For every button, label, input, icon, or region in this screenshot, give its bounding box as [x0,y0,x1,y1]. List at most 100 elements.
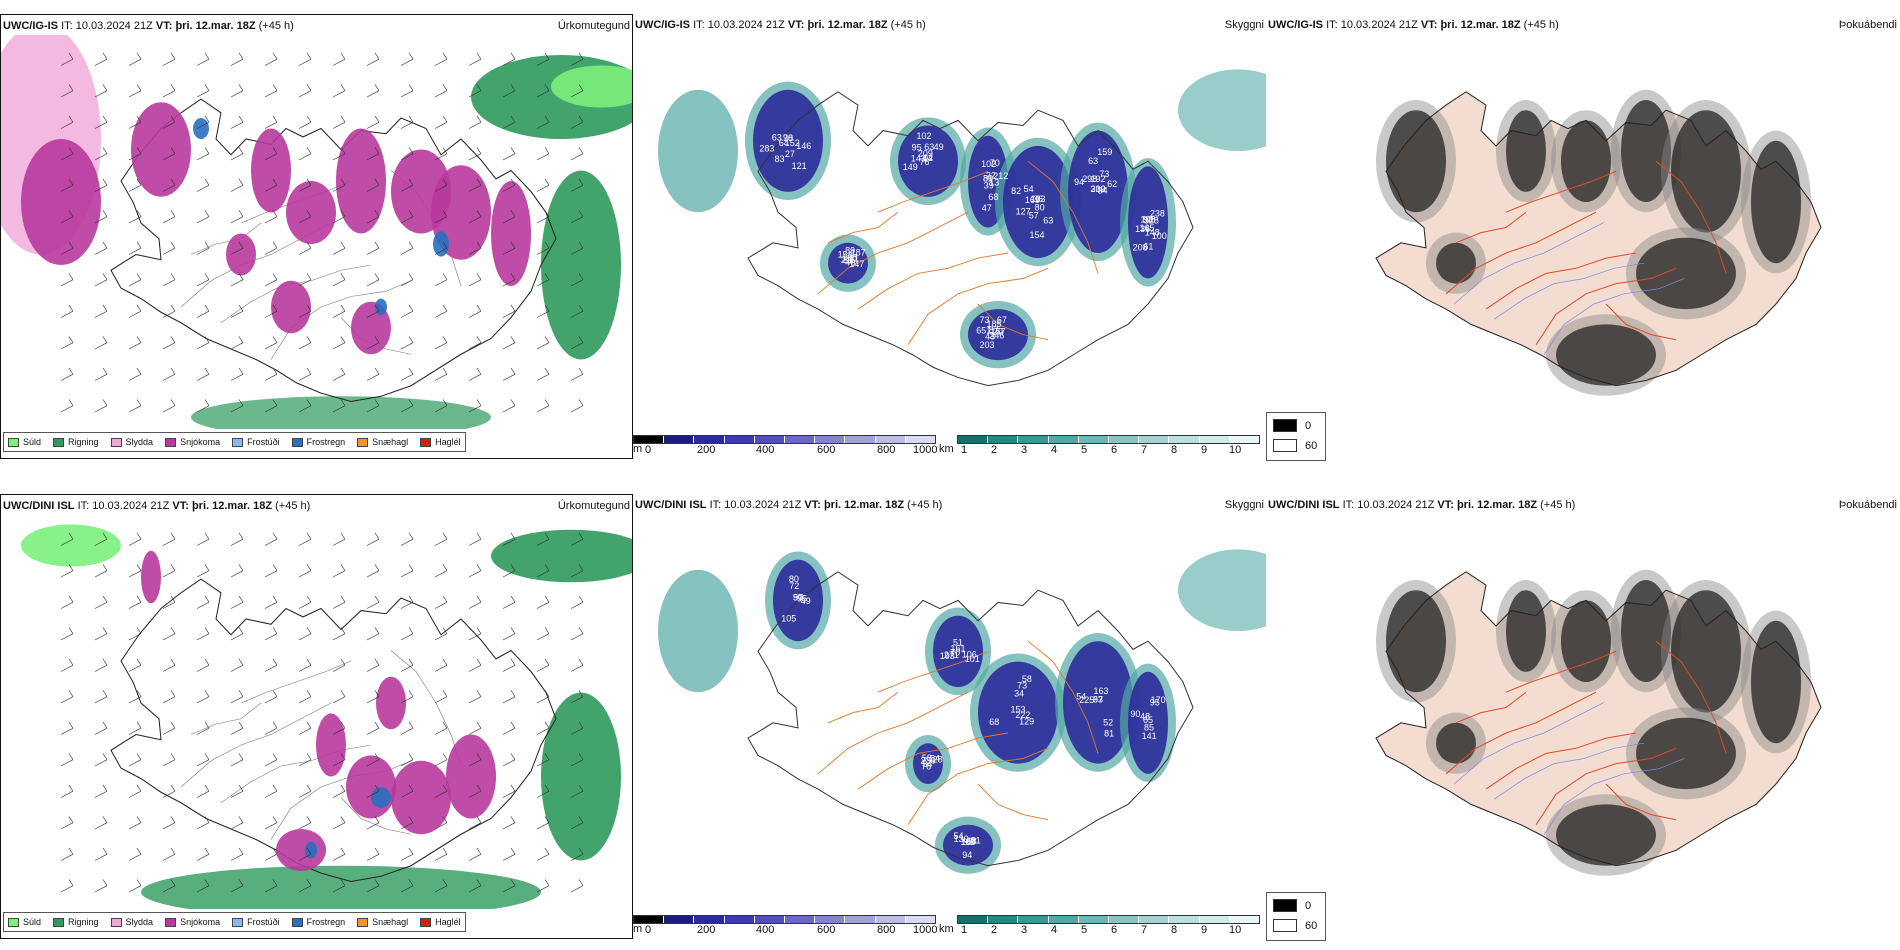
colorbar-cell [1139,436,1170,443]
wind-barb [468,658,482,672]
wind-barb [400,627,414,641]
visibility-value-label: 87 [989,325,999,335]
it-label: IT: [1326,19,1338,31]
wind-barb [196,273,210,287]
fog-swatch-white [1273,439,1297,452]
wind-barb [400,304,414,318]
visibility-value-label: 271 [944,650,959,660]
visibility-value-label: 68 [989,717,999,727]
wind-barb [366,52,380,66]
visibility-value-label: 81 [983,174,993,184]
wind-barb [332,658,346,672]
wind-barb [570,84,584,98]
visibility-value-label: 95 [1150,697,1160,707]
visibility-value-label: 40 [845,257,855,267]
visibility-value-label: 34 [1014,688,1024,698]
visibility-value-label: 129 [1019,717,1034,727]
m-tick: 400 [756,444,775,456]
wind-barb [536,564,550,578]
wind-barb [502,564,516,578]
wind-barb [230,658,244,672]
wind-barb [298,784,312,798]
km-tick: 4 [1051,924,1058,936]
wind-barb [332,879,346,893]
wind-barb [434,816,448,830]
wind-barb [230,847,244,861]
wind-barb [128,784,142,798]
visibility-value-label: 43 [985,331,995,341]
wind-barb [536,658,550,672]
wind-barb [162,595,176,609]
wind-barb [264,879,278,893]
wind-barb [60,84,74,98]
legend-swatch [8,917,19,927]
it-value: 10.03.2024 21Z [1357,499,1435,511]
km-tick: 1 [961,924,968,936]
m-tick: 0 [645,444,652,456]
wind-barb [366,879,380,893]
visibility-meter-colorbar [633,915,936,924]
colorbar-cell [1078,916,1110,923]
freezing-rain-area [433,231,449,257]
road-line [190,222,262,255]
visibility-meter-colorbar [633,435,936,444]
coastline [747,571,1194,867]
wind-barb [94,273,108,287]
colorbar-cell [1199,916,1230,923]
freezing-rain-area [371,787,391,808]
visibility-m-area [1068,130,1128,253]
road-line [1485,732,1637,790]
visibility-value-label: 20 [993,327,1003,337]
fog-indicator-area [1636,717,1736,790]
legend-swatch [165,917,177,927]
vt-label: VT: [172,500,189,512]
wind-barb [468,304,482,318]
wind-barb [366,658,380,672]
visibility-km-colorbar [957,915,1260,924]
vt-value: þri. 12.mar. 18Z [823,499,905,511]
lead-time: (+45 h) [907,499,943,511]
visibility-value-label: 83 [774,154,784,164]
wind-barb [162,847,176,861]
visibility-value-label: 202 [1090,184,1105,194]
wind-barb [162,241,176,255]
road-line [817,211,969,295]
wind-barb [264,627,278,641]
wind-barb [264,178,278,192]
visibility-value-label: 81 [843,255,853,265]
fog-indicator-area [1621,580,1671,682]
wind-barb [60,336,74,350]
visibility-value-label: 90 [793,592,803,602]
km-tick: 10 [1229,924,1242,936]
wind-barb [230,147,244,161]
wind-barb [366,399,380,413]
colorbar-cell [634,436,665,443]
visibility-value-label: 238 [1150,209,1165,219]
drizzle-area [21,524,121,567]
wind-barb [298,627,312,641]
colorbar-cell [1048,436,1079,443]
legend-swatch [291,437,303,447]
colorbar-cell [905,436,936,443]
wind-barb [332,84,346,98]
visibility-panel-row2: UWC/DINI ISL IT: 10.03.2024 21Z VT: þri.… [633,494,1266,939]
km-tick: 8 [1171,444,1178,456]
fog-key-label: 0 [1305,419,1312,432]
visibility-value-label: 152 [785,138,800,148]
wind-barb [434,595,448,609]
wind-barb [94,753,108,767]
wind-barb [162,690,176,704]
wind-barb [332,753,346,767]
wind-barb [128,753,142,767]
colorbar-cell [958,436,989,443]
wind-barb [570,816,584,830]
wind-barb [400,52,414,66]
wind-barb [264,847,278,861]
wind-barb [434,658,448,672]
visibility-m-area [898,125,958,197]
wind-barb [536,879,550,893]
colorbar-cell [1229,916,1260,923]
snow-area [251,128,291,213]
visibility-value-label: 161 [950,643,965,653]
wind-barb [298,115,312,129]
